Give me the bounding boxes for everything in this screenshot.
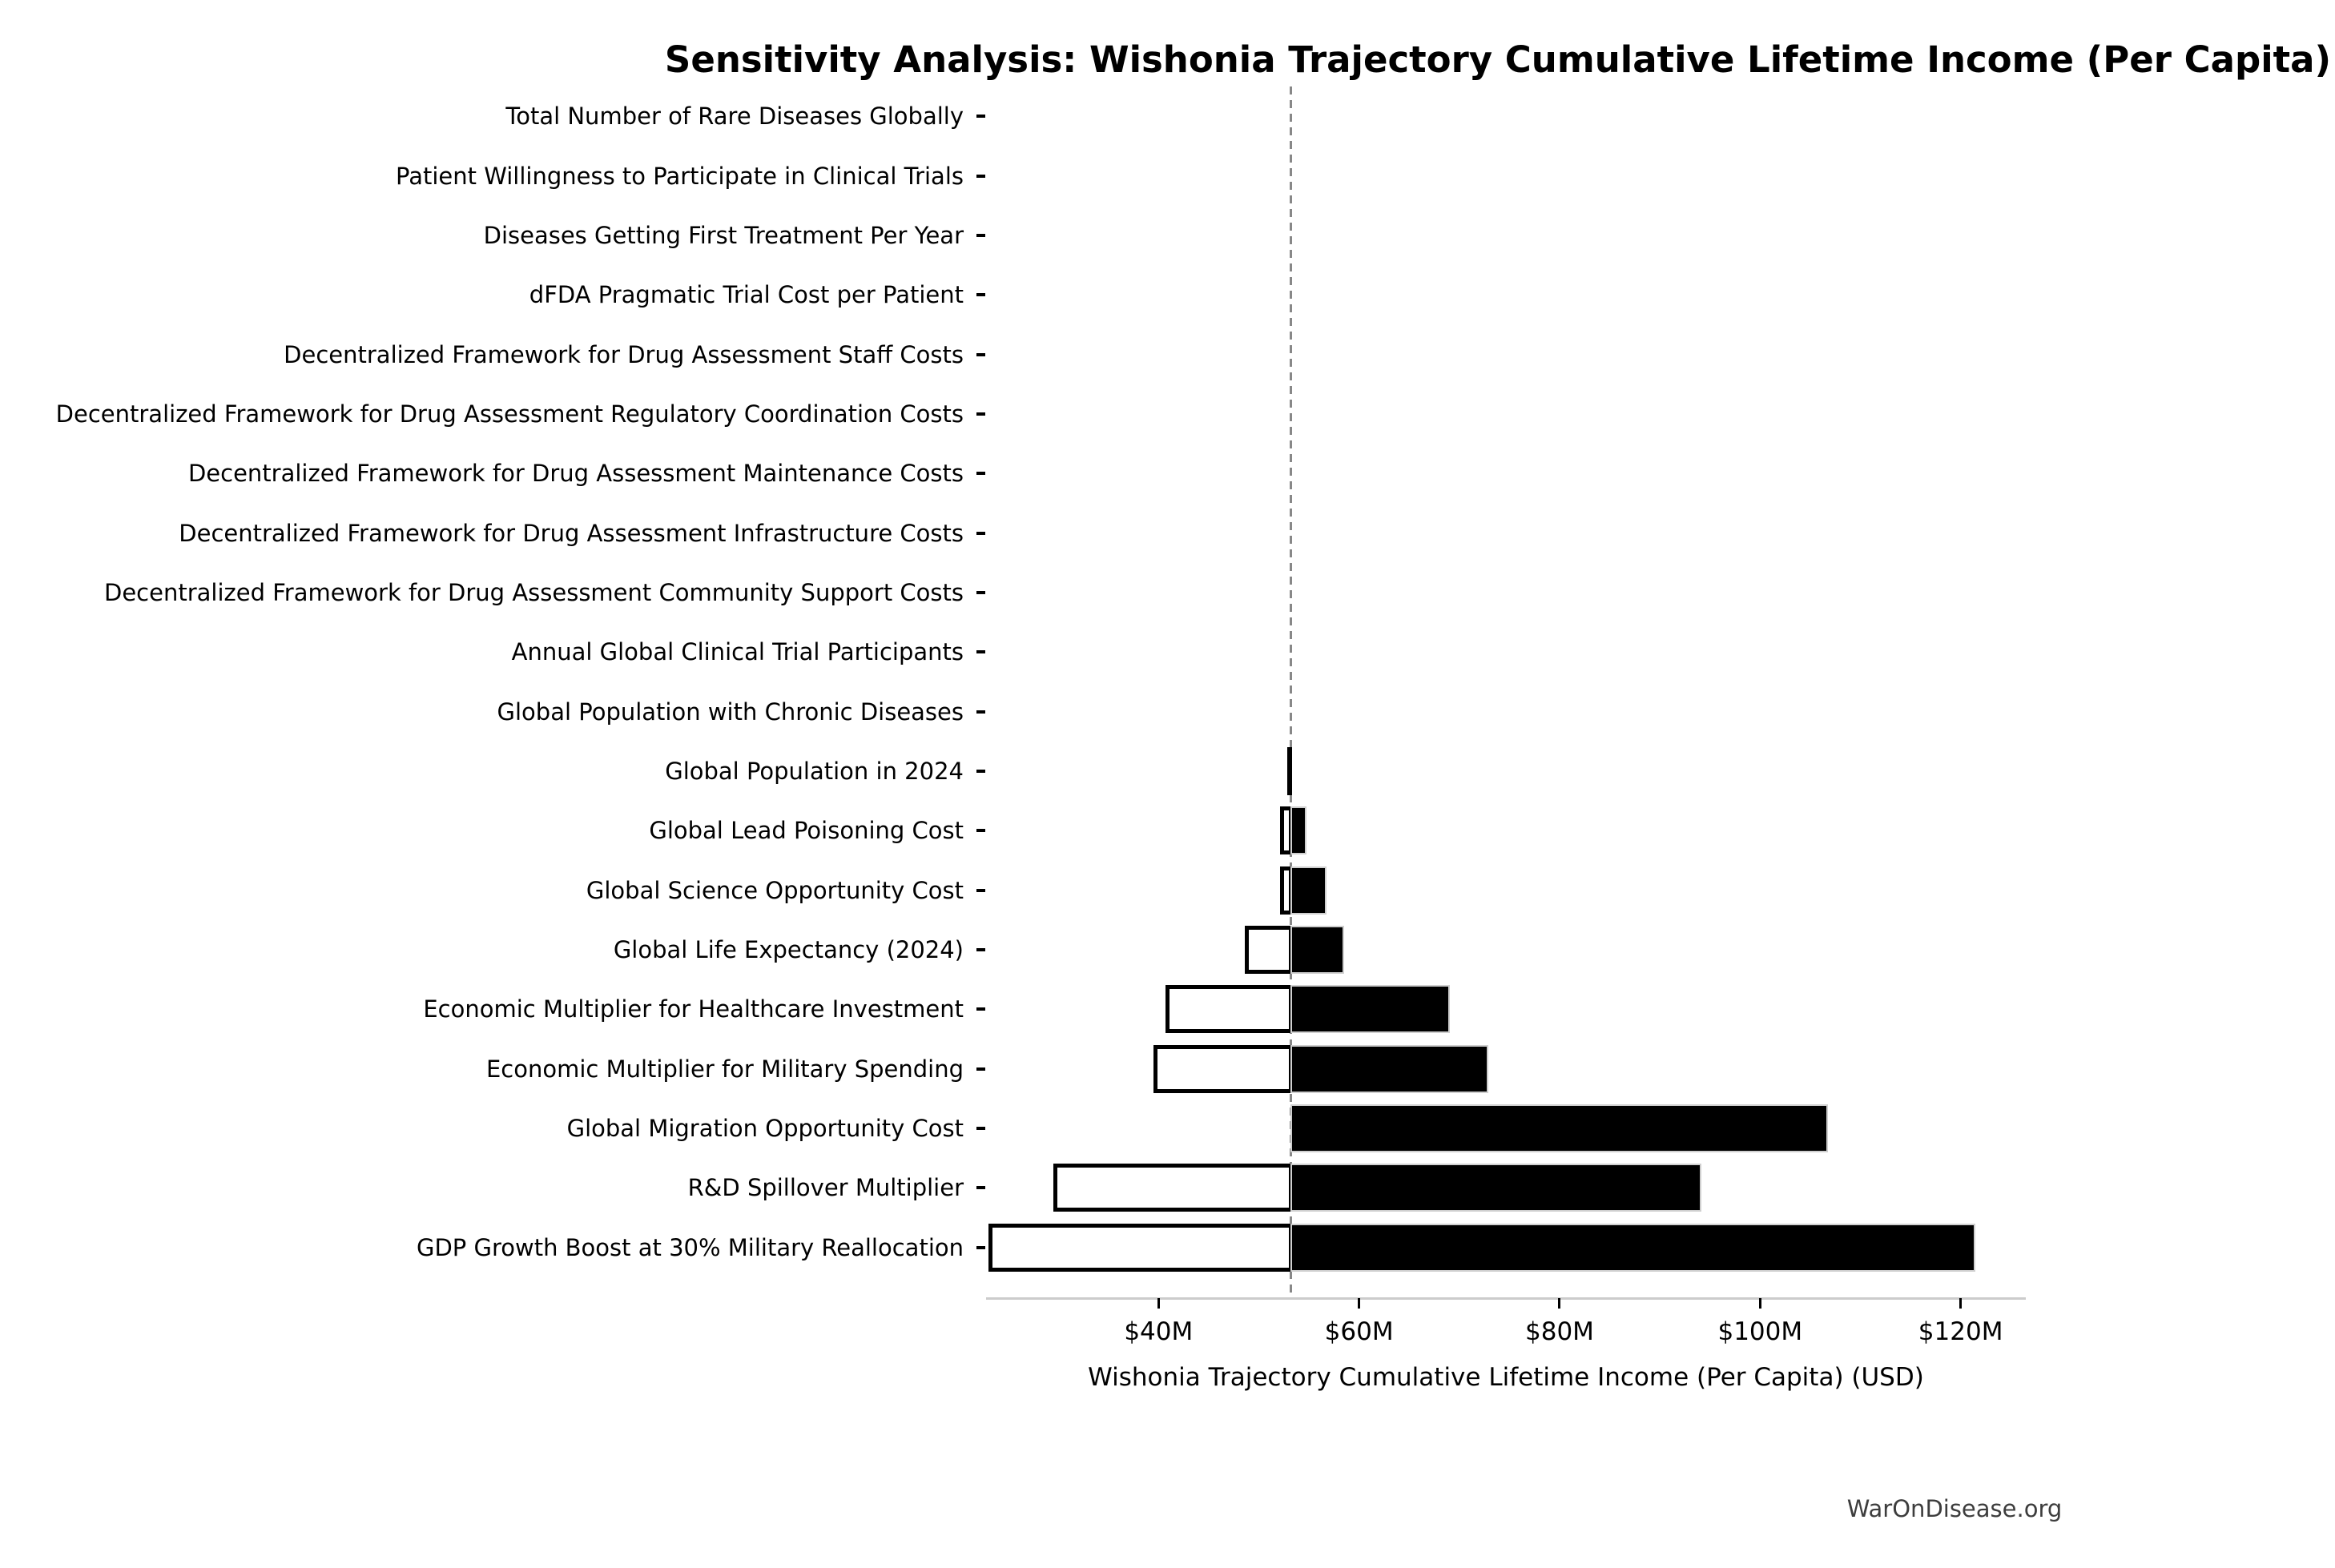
x-tick-mark: [1959, 1298, 1963, 1309]
y-axis-label: Patient Willingness to Participate in Cl…: [396, 162, 964, 190]
y-tick-mark: [976, 412, 985, 416]
y-tick-mark: [976, 1007, 985, 1011]
y-axis-label: R&D Spillover Multiplier: [687, 1174, 964, 1202]
bar-high-case: [1290, 1044, 1488, 1093]
x-tick-label: $60M: [1324, 1317, 1394, 1346]
x-axis-label: Wishonia Trajectory Cumulative Lifetime …: [1088, 1363, 1924, 1392]
y-axis-label: Diseases Getting First Treatment Per Yea…: [483, 221, 964, 249]
bar-low-case: [988, 1223, 1293, 1272]
y-tick-mark: [976, 531, 985, 535]
y-tick-mark: [976, 174, 985, 178]
y-tick-mark: [976, 1127, 985, 1131]
bar-near-zero: [1286, 747, 1292, 796]
x-tick-label: $100M: [1717, 1317, 1803, 1346]
y-axis-label: Global Population with Chronic Diseases: [497, 698, 964, 726]
y-tick-mark: [976, 710, 985, 714]
y-tick-mark: [976, 650, 985, 654]
x-tick-label: $80M: [1524, 1317, 1594, 1346]
y-axis-label: Global Lead Poisoning Cost: [649, 817, 964, 845]
y-axis-label: Decentralized Framework for Drug Assessm…: [179, 519, 964, 547]
x-axis-line: [986, 1297, 2026, 1300]
y-tick-mark: [976, 1067, 985, 1071]
x-tick-mark: [1758, 1298, 1761, 1309]
y-axis-label: Global Migration Opportunity Cost: [566, 1115, 964, 1143]
bar-high-case: [1290, 866, 1327, 915]
bar-high-case: [1290, 1164, 1702, 1212]
y-axis-label: Global Life Expectancy (2024): [613, 936, 964, 964]
y-axis-label: Decentralized Framework for Drug Assessm…: [187, 460, 964, 488]
bar-high-case: [1290, 926, 1344, 975]
y-tick-mark: [976, 948, 985, 952]
y-tick-mark: [976, 590, 985, 594]
bar-low-case: [1165, 985, 1293, 1034]
x-tick-mark: [1358, 1298, 1361, 1309]
y-axis-label: Economic Multiplier for Military Spendin…: [485, 1055, 964, 1083]
y-axis-label: Global Science Opportunity Cost: [586, 876, 964, 904]
y-tick-mark: [976, 233, 985, 237]
y-axis-label: Total Number of Rare Diseases Globally: [505, 103, 964, 131]
bar-high-case: [1290, 1104, 1829, 1153]
y-axis-label: Global Population in 2024: [665, 758, 964, 786]
y-tick-mark: [976, 352, 985, 356]
chart-title: Sensitivity Analysis: Wishonia Trajector…: [664, 38, 2332, 81]
x-tick-label: $40M: [1124, 1317, 1194, 1346]
y-tick-mark: [976, 1245, 985, 1249]
y-axis-label: Decentralized Framework for Drug Assessm…: [55, 400, 964, 428]
y-tick-mark: [976, 829, 985, 833]
y-axis-label: dFDA Pragmatic Trial Cost per Patient: [529, 281, 964, 309]
y-tick-mark: [976, 472, 985, 476]
bar-high-case: [1290, 806, 1307, 855]
y-axis-label: Decentralized Framework for Drug Assessm…: [104, 578, 964, 606]
x-tick-label: $120M: [1918, 1317, 2003, 1346]
y-tick-mark: [976, 770, 985, 774]
y-axis-label: Economic Multiplier for Healthcare Inves…: [423, 995, 964, 1023]
y-axis-label: Decentralized Framework for Drug Assessm…: [284, 340, 964, 368]
watermark-text: WarOnDisease.org: [1846, 1495, 2063, 1522]
bar-high-case: [1290, 985, 1451, 1034]
y-tick-mark: [976, 115, 985, 119]
y-tick-mark: [976, 293, 985, 297]
bar-low-case: [1053, 1164, 1293, 1212]
bar-high-case: [1290, 1223, 1976, 1272]
y-axis-label: Annual Global Clinical Trial Participant…: [511, 638, 964, 666]
baseline-dashed-line: [1290, 86, 1292, 1298]
x-tick-mark: [1558, 1298, 1561, 1309]
y-tick-mark: [976, 888, 985, 892]
bar-low-case: [1244, 926, 1293, 975]
bar-low-case: [1153, 1044, 1293, 1093]
y-axis-label: GDP Growth Boost at 30% Military Realloc…: [416, 1233, 964, 1261]
x-tick-mark: [1157, 1298, 1160, 1309]
y-tick-mark: [976, 1186, 985, 1190]
